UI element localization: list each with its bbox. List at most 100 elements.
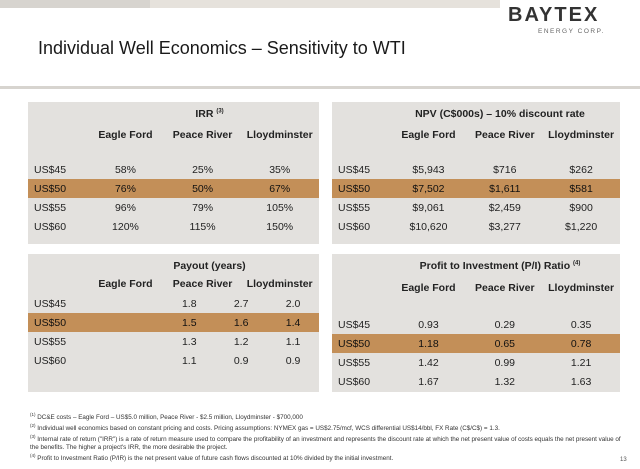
npv-cell: $581 xyxy=(542,179,620,198)
payout-row: US$55 1.3 1.2 1.1 xyxy=(28,332,319,351)
payout-title: Payout (years) xyxy=(173,260,246,272)
npv-row: US$55 $9,061 $2,459 $900 xyxy=(332,198,620,217)
pi-cell: 1.63 xyxy=(570,375,592,388)
irr-title-note: (3) xyxy=(216,108,224,115)
payout-cell: 1.5 xyxy=(163,313,216,332)
irr-row-label: US$60 xyxy=(34,220,67,233)
irr-row-label: US$50 xyxy=(28,179,87,198)
footnote-text: Individual well economics based on const… xyxy=(35,425,500,433)
payout-row-label: US$50 xyxy=(28,313,164,332)
npv-cell: $262 xyxy=(569,163,593,176)
footnote: (2) Individual well economics based on c… xyxy=(30,422,630,433)
pi-cell: 1.18 xyxy=(389,334,468,353)
irr-row: US$55 96% 79% 105% xyxy=(28,198,319,217)
npv-cell: $1,611 xyxy=(467,179,543,198)
payout-cell: 1.3 xyxy=(181,335,197,348)
footnote-text: Profit to Investment Ratio (P/IR) is the… xyxy=(35,455,394,463)
pi-row-label: US$60 xyxy=(338,375,371,388)
pi-cell: 0.93 xyxy=(418,318,439,331)
irr-spacer-cell xyxy=(28,146,319,160)
payout-row-label: US$45 xyxy=(34,297,67,310)
irr-cell: 120% xyxy=(112,220,139,233)
payout-cell: 0.9 xyxy=(233,354,249,367)
irr-col-header: Lloydminster xyxy=(246,129,313,141)
payout-row: US$50 1.5 1.6 1.4 xyxy=(28,313,319,332)
irr-row-label: US$55 xyxy=(34,201,67,214)
payout-cell: 1.4 xyxy=(267,313,319,332)
payout-cell: 2.0 xyxy=(285,297,301,310)
irr-spacer xyxy=(28,146,319,160)
footnote-number: (4) xyxy=(30,453,36,459)
pi-title-note: (4) xyxy=(573,260,581,267)
irr-row: US$45 58% 25% 35% xyxy=(28,160,319,179)
npv-cell: $10,620 xyxy=(409,220,448,233)
npv-cell: $9,061 xyxy=(412,201,445,214)
page-title: Individual Well Economics – Sensitivity … xyxy=(38,38,406,58)
payout-cell: 0.9 xyxy=(285,354,301,367)
pi-row-label: US$50 xyxy=(332,334,390,353)
npv-cell: $1,220 xyxy=(565,220,598,233)
npv-row-label: US$45 xyxy=(338,163,371,176)
footnote-number: (3) xyxy=(30,434,36,440)
npv-cell: $2,459 xyxy=(488,201,521,214)
irr-cell: 35% xyxy=(269,163,291,176)
pi-title-text: Profit to Investment (P/I) Ratio xyxy=(419,260,571,272)
npv-cell: $900 xyxy=(569,201,593,214)
payout-row-label: US$60 xyxy=(34,354,67,367)
pi-header-row: Eagle Ford Peace River Lloydminster xyxy=(332,277,620,299)
pi-col-header: Eagle Ford xyxy=(401,282,456,294)
irr-cell: 115% xyxy=(189,220,216,233)
irr-cell: 96% xyxy=(114,201,136,214)
page-number: 13 xyxy=(620,457,627,463)
footnote: (4) Profit to Investment Ratio (P/IR) is… xyxy=(30,452,630,463)
irr-panel xyxy=(28,102,319,244)
payout-cell: 1.1 xyxy=(285,335,301,348)
npv-panel xyxy=(332,102,620,244)
irr-cell: 58% xyxy=(114,163,136,176)
pi-cell: 1.67 xyxy=(418,375,439,388)
npv-col-header: Peace River xyxy=(475,129,535,141)
logo-subtitle: ENERGY CORP. xyxy=(538,28,605,35)
pi-row: US$50 1.18 0.65 0.78 xyxy=(332,334,620,353)
irr-cell: 67% xyxy=(240,179,319,198)
irr-cell: 76% xyxy=(86,179,165,198)
payout-cell: 2.7 xyxy=(233,297,249,310)
pi-cell: 1.32 xyxy=(494,375,515,388)
payout-col-header: Eagle Ford xyxy=(98,278,153,290)
pi-row-label: US$55 xyxy=(338,356,371,369)
npv-col-header: Eagle Ford xyxy=(401,129,456,141)
footnote-text: DC&E costs – Eagle Ford – US$5.0 million… xyxy=(35,414,303,422)
irr-cell: 79% xyxy=(192,201,214,214)
footnote: (1) DC&E costs – Eagle Ford – US$5.0 mil… xyxy=(30,411,630,422)
pi-panel xyxy=(332,254,620,392)
pi-cell: 0.99 xyxy=(494,356,515,369)
irr-cell: 150% xyxy=(266,220,294,233)
npv-header-row: Eagle Ford Peace River Lloydminster xyxy=(332,124,620,146)
pi-cell: 0.35 xyxy=(570,318,592,331)
footnote-number: (2) xyxy=(30,423,36,429)
pi-title: Profit to Investment (P/I) Ratio (4) xyxy=(380,260,620,272)
payout-cell: 1.8 xyxy=(181,297,197,310)
npv-row-label: US$55 xyxy=(338,201,371,214)
irr-title-text: IRR xyxy=(195,108,214,120)
npv-spacer xyxy=(332,146,620,160)
pi-row: US$60 1.67 1.32 1.63 xyxy=(332,372,620,391)
payout-cell: 1.2 xyxy=(233,335,249,348)
footnotes: (1) DC&E costs – Eagle Ford – US$5.0 mil… xyxy=(30,411,630,463)
top-bar-accent xyxy=(150,0,500,8)
npv-cell: $3,277 xyxy=(488,220,521,233)
pi-row: US$45 0.93 0.29 0.35 xyxy=(332,315,620,334)
payout-col-header: Lloydminster xyxy=(246,278,313,290)
irr-col-header: Peace River xyxy=(172,129,233,141)
payout-header-blank xyxy=(28,278,86,290)
npv-col-header: Lloydminster xyxy=(548,129,615,141)
pi-table: Eagle Ford Peace River Lloydminster US$45 0.… xyxy=(332,277,620,391)
footnote-number: (1) xyxy=(30,412,36,417)
payout-cell: 1.6 xyxy=(215,313,268,332)
pi-col-header: Lloydminster xyxy=(548,282,615,294)
npv-cell: $7,502 xyxy=(389,179,468,198)
pi-spacer-cell xyxy=(332,299,620,315)
npv-cell: $716 xyxy=(493,163,517,176)
payout-column-headers: Eagle Ford Peace River Lloydminster xyxy=(28,278,319,290)
baytex-logo: BAYTEX ENERGY CORP. xyxy=(506,4,636,40)
